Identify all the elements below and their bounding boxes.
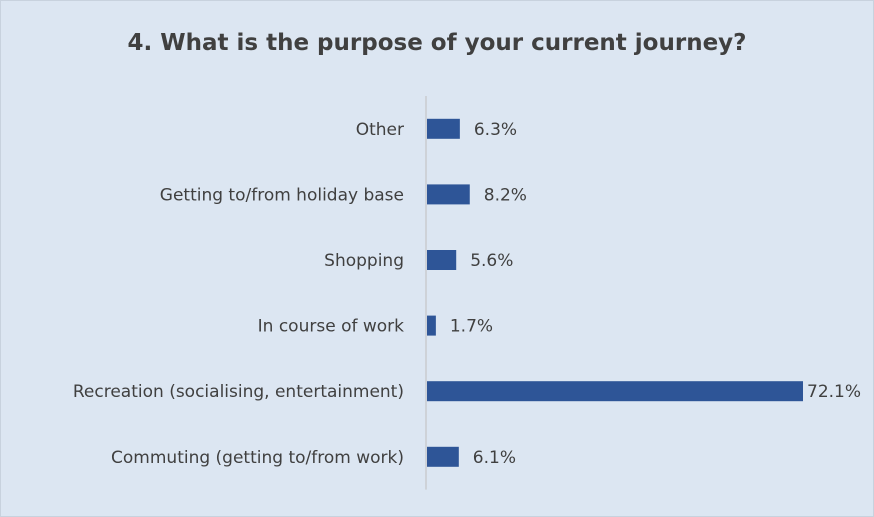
- chart-title: 4. What is the purpose of your current j…: [127, 30, 747, 56]
- value-label: 6.3%: [474, 120, 517, 140]
- category-label: Commuting (getting to/from work): [111, 448, 404, 468]
- bar: [427, 381, 803, 402]
- value-label: 5.6%: [470, 251, 513, 271]
- value-label: 1.7%: [450, 317, 493, 337]
- bar: [427, 118, 460, 139]
- category-labels: Other Getting to/from holiday base Shoppin…: [73, 120, 404, 468]
- category-label: Getting to/from holiday base: [160, 185, 404, 205]
- bars: [427, 118, 803, 467]
- bar: [427, 250, 457, 270]
- value-label: 72.1%: [807, 382, 861, 402]
- category-label: In course of work: [258, 317, 405, 337]
- value-label: 6.1%: [473, 448, 516, 468]
- bar: [427, 184, 470, 205]
- bar: [427, 315, 436, 336]
- bar: [427, 446, 459, 467]
- category-label: Other: [356, 120, 404, 140]
- value-labels: 6.3% 8.2% 5.6% 1.7% 72.1% 6.1%: [450, 120, 861, 468]
- category-label: Shopping: [324, 251, 404, 271]
- value-label: 8.2%: [484, 185, 527, 205]
- category-label: Recreation (socialising, entertainment): [73, 382, 404, 402]
